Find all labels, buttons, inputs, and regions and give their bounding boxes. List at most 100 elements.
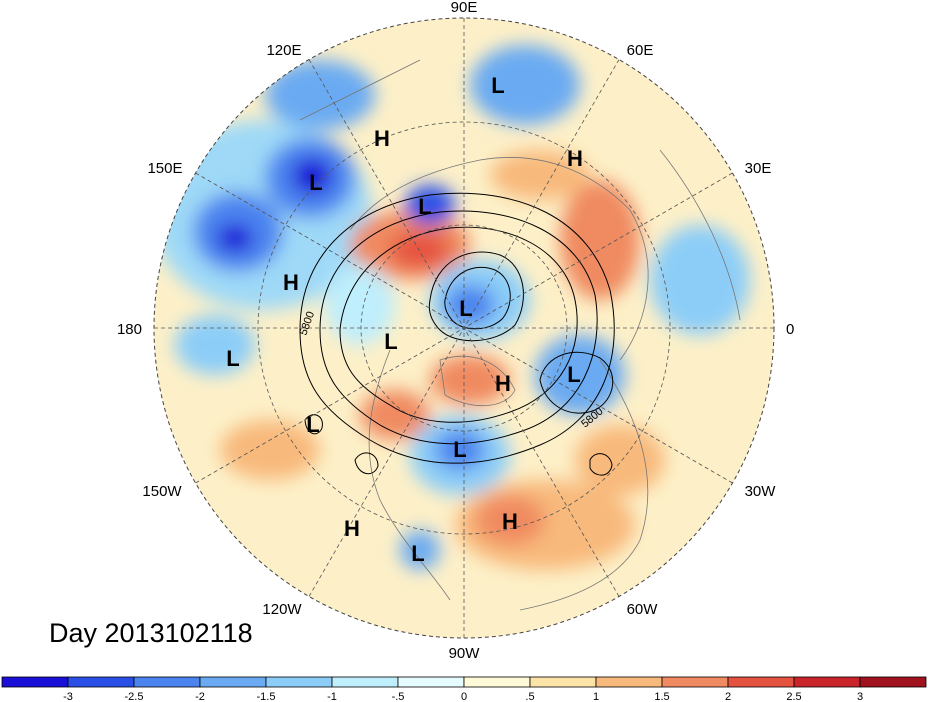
colorbar-tick-label: -2.5	[125, 691, 144, 702]
lon-label-180: 180	[117, 321, 142, 338]
anomaly-blob	[435, 430, 485, 470]
anomaly-blob	[475, 495, 545, 545]
coastline	[349, 157, 649, 361]
anomaly-blob	[400, 530, 440, 570]
low-center-label: L	[384, 329, 397, 354]
anomaly-blob	[535, 335, 625, 415]
anomaly-blob	[405, 185, 455, 225]
contour	[339, 226, 578, 423]
colorbar-swatch	[463, 676, 531, 688]
high-center-label: H	[344, 516, 360, 541]
colorbar-tick-label: 0	[461, 691, 467, 702]
high-center-label: H	[502, 509, 518, 534]
colorbar: -3 -2.5 -2 -1.5 -1 -.5 0 .5 1 1.5 2 2.5 3	[1, 676, 927, 702]
anomaly-blob	[560, 180, 640, 300]
lon-label-120w: 120W	[262, 601, 302, 618]
low-center-label: L	[459, 296, 472, 321]
colorbar-swatch	[331, 676, 399, 688]
lon-label-60e: 60E	[627, 42, 654, 59]
colorbar-swatch	[397, 676, 465, 688]
coastline	[439, 355, 516, 407]
colorbar-swatch	[859, 676, 927, 688]
coastlines	[299, 59, 741, 611]
coastline	[519, 359, 649, 611]
low-center-label: L	[418, 194, 431, 219]
colorbar-swatch	[133, 676, 201, 688]
colorbar-swatch	[1, 676, 69, 688]
anomaly-blob	[445, 285, 495, 325]
anomaly-blob	[650, 225, 750, 335]
contour-5800	[299, 192, 615, 464]
lon-label-0: 0	[786, 321, 794, 338]
coastline	[368, 349, 451, 601]
low-center-label: L	[309, 170, 322, 195]
colorbar-swatch	[529, 676, 597, 688]
colorbar-tick-label: 2	[725, 691, 731, 702]
colorbar-tick-label: -3	[63, 691, 73, 702]
colorbar-swatch	[793, 676, 861, 688]
contour	[589, 453, 613, 476]
high-center-label: H	[567, 146, 583, 171]
contour	[444, 266, 511, 330]
colorbar-swatch	[199, 676, 267, 688]
colorbar-swatch	[661, 676, 729, 688]
contour	[539, 351, 614, 414]
colorbar-tick-label: 1	[593, 691, 599, 702]
lon-label-60w: 60W	[627, 601, 659, 618]
graticule	[154, 18, 774, 638]
colorbar-swatch	[265, 676, 333, 688]
low-center-label: L	[306, 412, 319, 437]
colorbar-tick-label: 3	[857, 691, 863, 702]
anomaly-blob	[470, 45, 580, 125]
contour	[304, 414, 323, 435]
high-center-label: H	[374, 126, 390, 151]
colorbar-swatch	[595, 676, 663, 688]
lon-label-120e: 120E	[266, 42, 301, 59]
anomaly-blob	[325, 265, 395, 345]
anomaly-blob	[360, 390, 430, 440]
anomaly-blob	[575, 425, 665, 495]
anomaly-blob	[390, 232, 450, 268]
colorbar-tick-label: -1	[327, 691, 337, 702]
anomaly-blob	[490, 150, 590, 200]
lon-label-30e: 30E	[745, 160, 772, 177]
colorbar-tick-label: 1.5	[654, 691, 669, 702]
colorbar-swatch	[727, 676, 795, 688]
contour	[319, 210, 598, 445]
high-center-label: H	[495, 371, 511, 396]
lon-label-90w: 90W	[449, 645, 481, 662]
map-boundary	[153, 17, 775, 639]
low-center-label: L	[226, 346, 239, 371]
low-center-label: L	[491, 73, 504, 98]
colorbar-swatch	[67, 676, 135, 688]
lon-label-150w: 150W	[142, 483, 182, 500]
anomaly-blob	[220, 420, 320, 480]
colorbar-tick-label: .5	[525, 691, 534, 702]
anomaly-blob	[175, 315, 255, 375]
colorbar-tick-label: -2	[195, 691, 205, 702]
geopotential-contours	[299, 192, 615, 476]
colorbar-tick-label: 2.5	[786, 691, 801, 702]
colorbar-tick-label: -.5	[392, 691, 405, 702]
anomaly-field	[154, 18, 774, 638]
colorbar-tick-label: -1.5	[257, 691, 276, 702]
contour	[428, 251, 524, 342]
date-title: Day 2013102118	[49, 618, 253, 648]
lon-label-30w: 30W	[745, 483, 777, 500]
lon-label-150e: 150E	[147, 160, 182, 177]
anomaly-blob	[292, 158, 332, 194]
anomaly-blob	[217, 224, 253, 252]
coastline	[659, 149, 741, 321]
high-center-label: H	[283, 270, 299, 295]
low-center-label: L	[453, 437, 466, 462]
low-center-label: L	[567, 362, 580, 387]
anomaly-blob	[265, 60, 375, 130]
polar-map: 90E 60E 30E 0 30W 60W 90W 120W 150W 180 …	[117, 0, 794, 662]
coastline	[299, 59, 421, 121]
anomaly-blob	[430, 355, 510, 405]
contour	[354, 452, 379, 475]
low-center-label: L	[411, 541, 424, 566]
lon-label-90e: 90E	[451, 0, 478, 16]
latitude-circle	[257, 121, 671, 535]
meridian	[308, 59, 620, 597]
